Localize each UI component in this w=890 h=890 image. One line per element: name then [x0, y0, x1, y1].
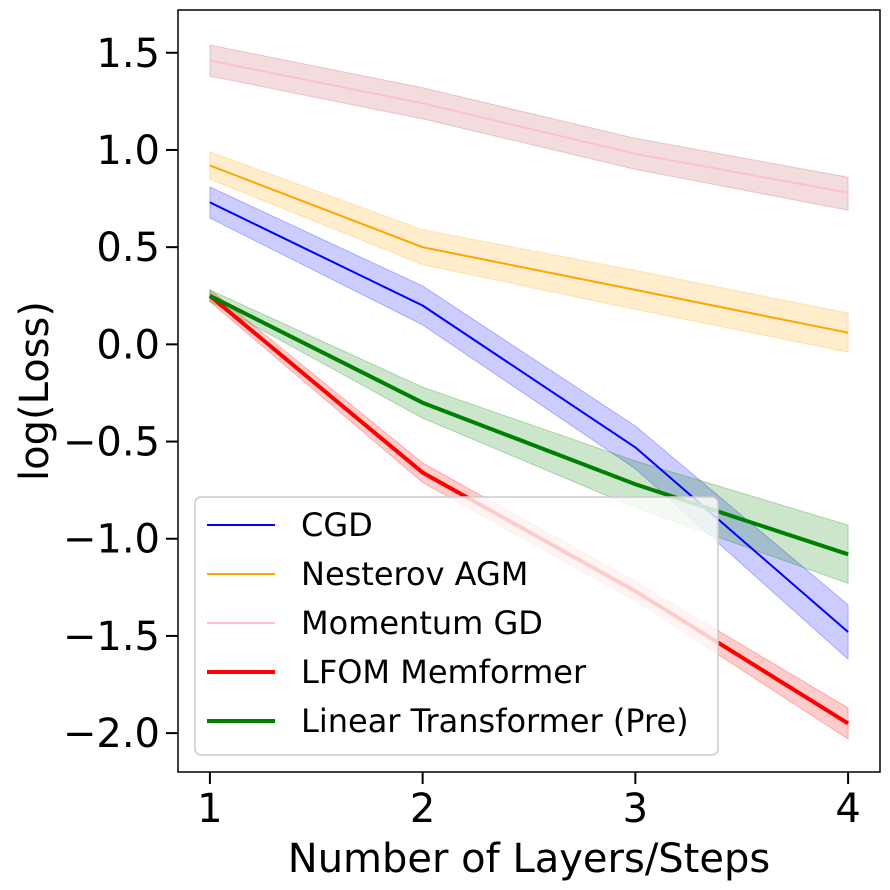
y-tick-label: −1.0	[63, 517, 160, 563]
y-tick-label: 1.0	[96, 128, 160, 174]
y-tick-label: −2.0	[63, 711, 160, 757]
legend: CGD Nesterov AGM Momentum GD LFOM Memformer…	[194, 496, 719, 756]
y-tick-label: −1.5	[63, 614, 160, 660]
legend-label: LFOM Memformer	[301, 653, 587, 691]
y-tick-label: 1.5	[96, 31, 160, 77]
x-tick-label: 1	[197, 786, 222, 832]
y-axis-label: log(Loss)	[12, 301, 58, 481]
plot-frame	[177, 9, 881, 773]
x-axis-ticks: 1 2 3 4	[197, 772, 861, 832]
line-series-1	[209, 164, 849, 334]
y-tick-label: 0.0	[96, 322, 160, 368]
legend-label: Nesterov AGM	[301, 555, 528, 593]
x-tick-label: 3	[623, 786, 648, 832]
x-axis-label: Number of Layers/Steps	[288, 836, 770, 882]
y-tick-label: −0.5	[63, 420, 160, 466]
legend-label: CGD	[301, 506, 373, 544]
y-axis-ticks: 1.5 1.0 0.5 0.0 −0.5 −1.0 −1.5 −2.0	[63, 31, 178, 757]
y-tick-label: 0.5	[96, 225, 160, 271]
band-series-1	[209, 151, 849, 353]
legend-box	[194, 496, 719, 756]
line-series-0	[209, 201, 849, 633]
legend-label: Linear Transformer (Pre)	[301, 702, 689, 740]
line-series-2	[209, 59, 849, 194]
x-tick-label: 2	[410, 786, 435, 832]
legend-label: Momentum GD	[301, 604, 543, 642]
x-tick-label: 4	[835, 786, 860, 832]
line-series-4	[209, 294, 849, 557]
